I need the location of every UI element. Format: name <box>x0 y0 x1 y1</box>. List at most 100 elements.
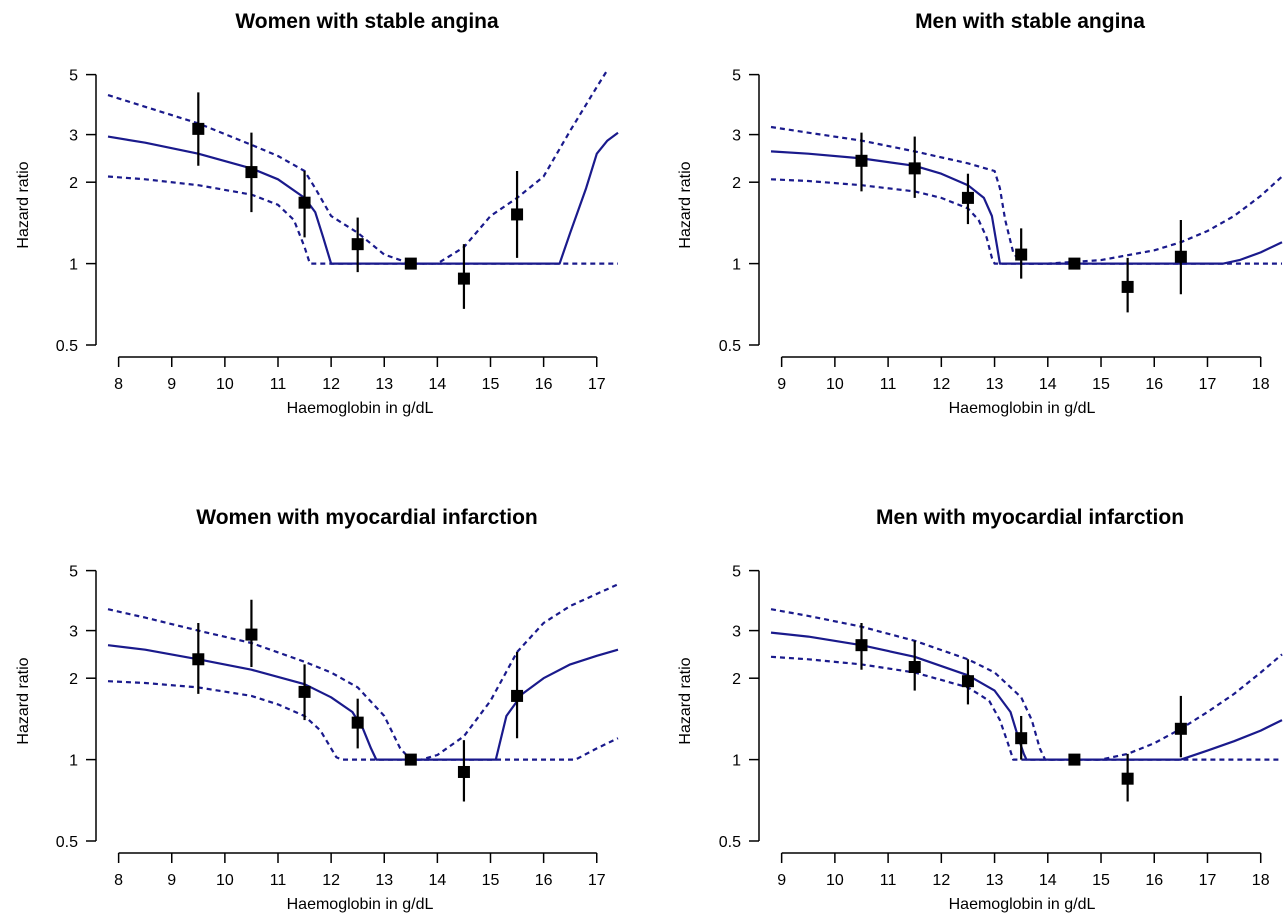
confidence-bound-line <box>107 583 619 761</box>
curves <box>107 583 619 761</box>
y-tick-label: 1 <box>69 257 78 274</box>
y-tick-label: 2 <box>69 175 78 192</box>
y-tick-label: 5 <box>69 68 78 85</box>
data-point <box>298 196 311 209</box>
data-point <box>511 208 524 221</box>
x-tick-label: 11 <box>270 872 287 889</box>
x-tick-label: 9 <box>777 872 786 889</box>
y-tick-label: 0.5 <box>719 834 741 851</box>
data-point <box>908 661 921 674</box>
data-point <box>961 191 974 204</box>
points <box>192 92 524 309</box>
points <box>855 623 1187 802</box>
confidence-bound-line <box>770 125 1283 265</box>
y-tick-label: 1 <box>732 753 741 770</box>
x-tick-label: 15 <box>482 872 500 889</box>
x-tick-label: 15 <box>1092 872 1110 889</box>
y-axis-label: Hazard ratio <box>677 161 694 248</box>
x-tick-label: 11 <box>270 376 287 393</box>
y-tick-label: 2 <box>69 671 78 688</box>
data-point <box>192 653 205 666</box>
chart-panel-men-stable-angina: Men with stable angina Hazard ratio Haem… <box>677 10 1283 417</box>
data-point <box>511 689 524 702</box>
y-tick-label: 1 <box>732 257 741 274</box>
x-tick-label: 10 <box>216 376 234 393</box>
data-point <box>351 238 364 251</box>
x-tick-label: 10 <box>826 376 844 393</box>
chart-panel-men-myocardial-infarction: Men with myocardial infarction Hazard ra… <box>677 506 1283 913</box>
x-axis-label: Haemoglobin in g/dL <box>287 400 434 417</box>
y-axis-label: Hazard ratio <box>15 657 32 744</box>
data-point <box>1015 248 1028 261</box>
y-tick-label: 1 <box>69 753 78 770</box>
x-tick-label: 13 <box>375 376 393 393</box>
y-tick-label: 5 <box>732 68 741 85</box>
x-tick-label: 17 <box>588 376 606 393</box>
data-point <box>298 685 311 698</box>
y-tick-label: 3 <box>69 128 78 145</box>
data-point <box>457 765 470 778</box>
data-point <box>1068 753 1081 766</box>
data-point <box>245 166 258 179</box>
x-tick-label: 12 <box>322 872 340 889</box>
x-tick-label: 14 <box>428 376 446 393</box>
x-tick-label: 11 <box>880 376 897 393</box>
data-point <box>908 162 921 175</box>
data-point <box>404 257 417 270</box>
x-tick-label: 18 <box>1252 376 1270 393</box>
x-tick-label: 9 <box>167 872 176 889</box>
confidence-bound-line <box>770 655 1282 761</box>
x-tick-label: 13 <box>986 872 1004 889</box>
x-tick-label: 12 <box>932 872 950 889</box>
data-point <box>404 753 417 766</box>
y-tick-label: 0.5 <box>56 834 78 851</box>
x-tick-label: 9 <box>167 376 176 393</box>
y-tick-label: 3 <box>69 624 78 641</box>
points <box>192 599 524 802</box>
data-point <box>855 639 868 652</box>
hazard-ratio-curve <box>107 131 619 265</box>
x-tick-label: 12 <box>322 376 340 393</box>
data-point <box>961 675 974 688</box>
curves <box>770 125 1283 265</box>
x-tick-label: 8 <box>114 872 123 889</box>
x-axis-label: Haemoglobin in g/dL <box>287 896 434 913</box>
y-tick-label: 3 <box>732 128 741 145</box>
points <box>855 132 1187 313</box>
chart-panel-women-stable-angina: Women with stable angina Hazard ratio Ha… <box>15 10 619 417</box>
data-point <box>1068 257 1081 270</box>
y-axis-label: Hazard ratio <box>15 161 32 248</box>
data-point <box>1121 280 1134 293</box>
confidence-bound-line <box>770 608 1283 761</box>
y-axis-label: Hazard ratio <box>677 657 694 744</box>
x-axis-label: Haemoglobin in g/dL <box>949 400 1096 417</box>
x-tick-label: 17 <box>588 872 606 889</box>
data-point <box>351 716 364 729</box>
y-tick-label: 5 <box>732 564 741 581</box>
y-tick-label: 2 <box>732 671 741 688</box>
x-tick-label: 15 <box>1092 376 1110 393</box>
y-tick-label: 0.5 <box>719 338 741 355</box>
confidence-bound-line <box>107 175 618 265</box>
x-tick-label: 14 <box>1039 872 1057 889</box>
y-tick-label: 2 <box>732 175 741 192</box>
curves <box>107 69 619 265</box>
x-tick-label: 16 <box>1145 376 1163 393</box>
x-tick-label: 9 <box>777 376 786 393</box>
x-tick-label: 13 <box>986 376 1004 393</box>
y-tick-label: 0.5 <box>56 338 78 355</box>
data-point <box>457 272 470 285</box>
chart-title: Men with stable angina <box>915 10 1145 33</box>
chart-title: Women with myocardial infarction <box>196 506 538 529</box>
hazard-ratio-curve <box>770 150 1283 265</box>
y-tick-label: 5 <box>69 564 78 581</box>
x-tick-label: 10 <box>826 872 844 889</box>
x-tick-label: 16 <box>535 376 553 393</box>
data-point <box>855 154 868 167</box>
x-tick-label: 10 <box>216 872 234 889</box>
